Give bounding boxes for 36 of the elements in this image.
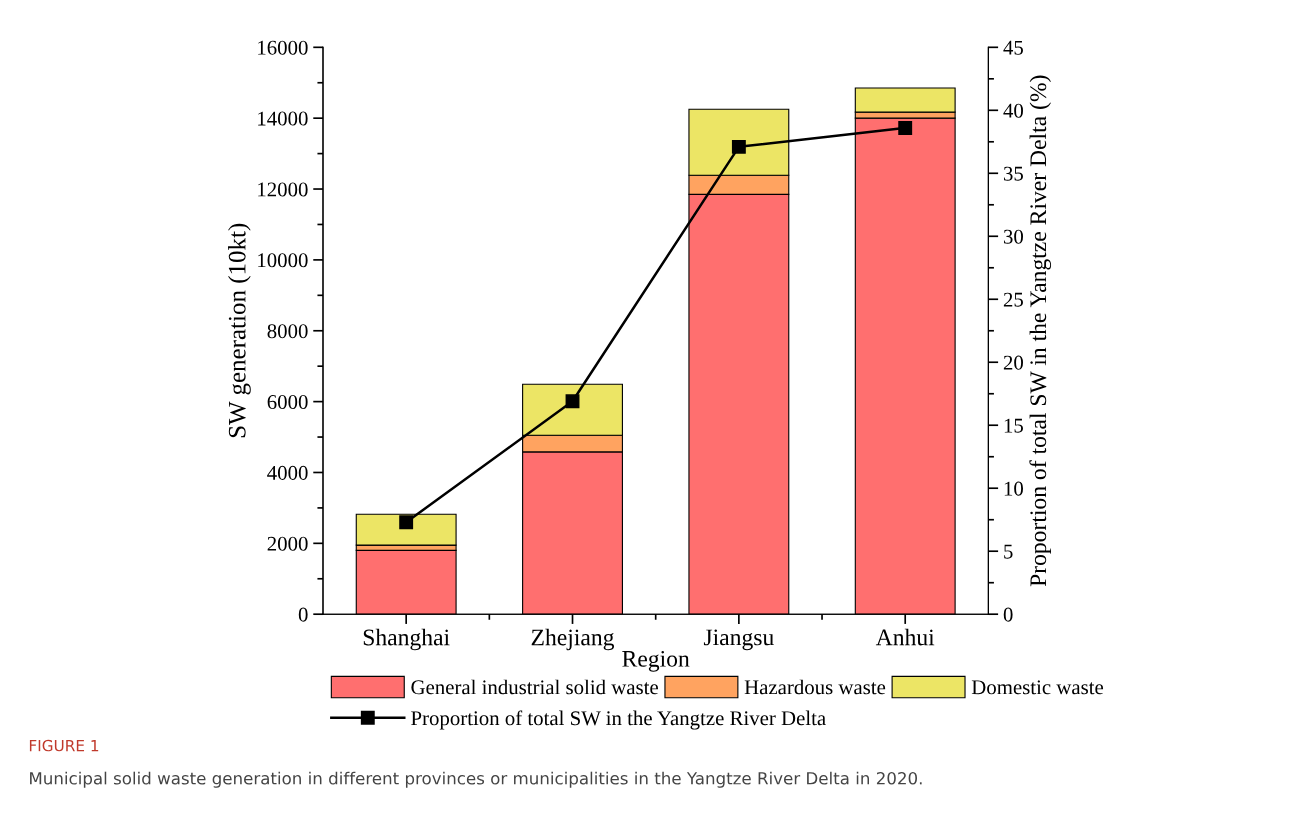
point bbox=[565, 394, 580, 409]
y2-tick-label: 35 bbox=[1003, 166, 1023, 181]
y2-axis-title: Proportion of total SW in the Yangtze River Delta (%) bbox=[1029, 75, 1052, 587]
y2-tick-label: 15 bbox=[1004, 418, 1023, 433]
legend-label: Hazardous waste bbox=[744, 679, 886, 695]
y2-tick-label: 0 bbox=[1003, 607, 1013, 622]
y2-tick-label: 30 bbox=[1003, 229, 1023, 244]
y2-tick-label: 45 bbox=[1003, 40, 1023, 55]
y-tick-label: 16000 bbox=[258, 40, 308, 55]
x-tick-label: Anhui bbox=[875, 628, 935, 646]
y-tick-label: 4000 bbox=[267, 465, 308, 480]
y-axis-title: SW generation (10kt) bbox=[228, 223, 251, 438]
y-tick-label: 6000 bbox=[267, 394, 308, 410]
legend-label: General industrial solid waste bbox=[411, 679, 658, 695]
x-tick-label: Jiangsu bbox=[703, 629, 774, 651]
y-tick-label: 0 bbox=[298, 607, 308, 622]
point bbox=[399, 515, 414, 530]
point bbox=[898, 120, 913, 135]
y2-tick-label: 5 bbox=[1004, 544, 1013, 559]
point bbox=[731, 139, 746, 154]
x-axis-title: Region bbox=[622, 650, 690, 672]
x-tick-label: Zhejiang bbox=[531, 628, 615, 651]
legend-label: Proportion of total SW in the Yangtze River Delta bbox=[411, 710, 826, 730]
y2-tick-label: 10 bbox=[1004, 481, 1023, 496]
legend-label: Domestic waste bbox=[971, 680, 1104, 695]
y2-tick-label: 40 bbox=[1003, 103, 1023, 118]
y-tick-label: 12000 bbox=[258, 182, 308, 197]
y-tick-label: 8000 bbox=[267, 324, 308, 339]
text: Municipal solid waste generation in different provinces or municipalities in the Yangtze River Delta in 2020. bbox=[30, 771, 922, 788]
y2-tick-label: 25 bbox=[1003, 292, 1023, 307]
caption: FIGURE 1 bbox=[29, 739, 99, 752]
x-tick-label: Shanghai bbox=[363, 628, 450, 651]
y2-tick-label: 20 bbox=[1003, 355, 1023, 370]
y-tick-label: 14000 bbox=[258, 111, 308, 126]
y-tick-label: 10000 bbox=[258, 253, 308, 268]
y-tick-label: 2000 bbox=[267, 536, 308, 551]
